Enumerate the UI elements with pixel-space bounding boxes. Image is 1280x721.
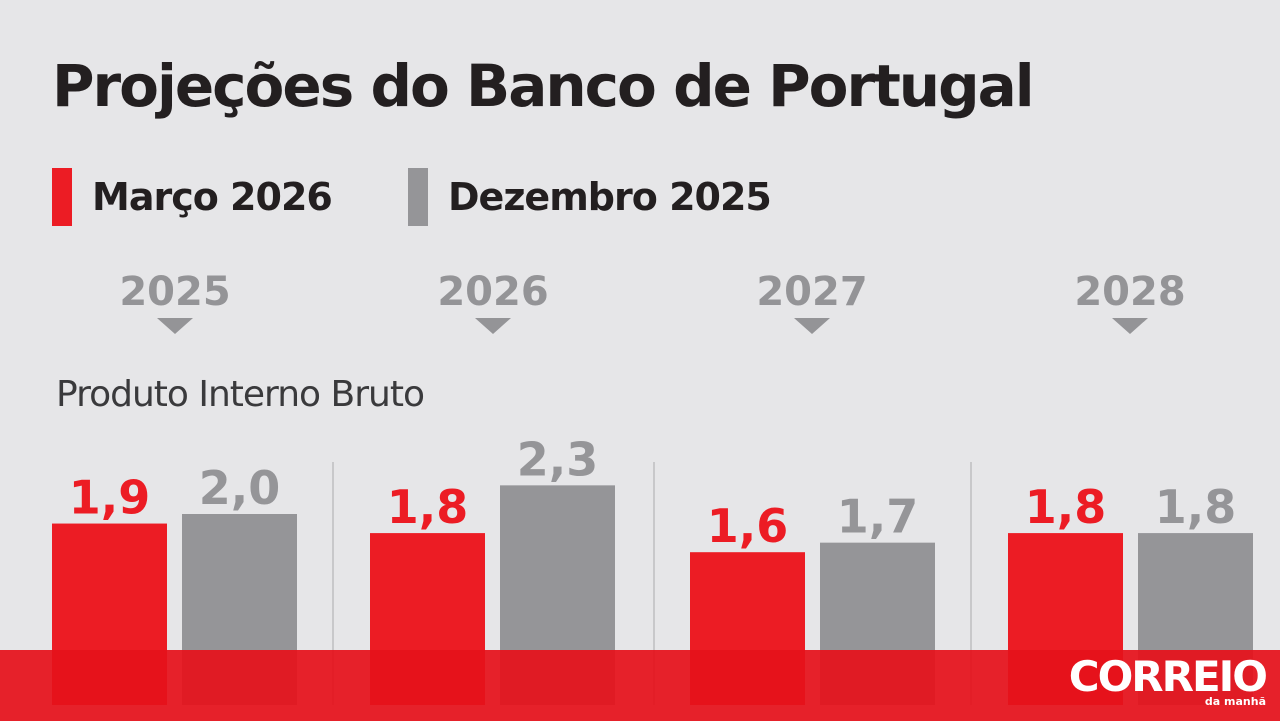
year-header-2025: 2025 xyxy=(75,268,275,334)
down-arrow-icon xyxy=(157,318,193,334)
year-header-2027: 2027 xyxy=(712,268,912,334)
data-label-march-2027: 1,6 xyxy=(707,499,789,553)
data-label-december-2028: 1,8 xyxy=(1155,480,1237,534)
legend-swatch-december xyxy=(408,168,428,226)
data-label-march-2026: 1,8 xyxy=(387,480,469,534)
legend-swatch-march xyxy=(52,168,72,226)
brand-subtitle: da manhã xyxy=(1204,695,1266,708)
year-label: 2027 xyxy=(756,269,868,315)
legend-item-march: Março 2026 xyxy=(52,168,333,226)
footer-band xyxy=(0,650,1280,721)
down-arrow-icon xyxy=(475,318,511,334)
year-label: 2025 xyxy=(119,269,231,315)
metric-label: Produto Interno Bruto xyxy=(56,374,425,415)
chart-title: Projeções do Banco de Portugal xyxy=(52,52,1035,120)
brand-name: CORREIO xyxy=(1068,652,1268,701)
year-header-2028: 2028 xyxy=(1030,268,1230,334)
data-label-december-2026: 2,3 xyxy=(517,432,599,486)
data-label-march-2025: 1,9 xyxy=(69,471,151,525)
data-label-december-2027: 1,7 xyxy=(837,490,919,544)
down-arrow-icon xyxy=(794,318,830,334)
year-label: 2028 xyxy=(1074,269,1186,315)
year-label: 2026 xyxy=(437,269,549,315)
legend-item-december: Dezembro 2025 xyxy=(408,168,772,226)
data-label-march-2028: 1,8 xyxy=(1025,480,1107,534)
data-label-december-2025: 2,0 xyxy=(199,461,281,515)
brand-logo[interactable]: CORREIO da manhã xyxy=(1068,652,1268,708)
year-header-2026: 2026 xyxy=(393,268,593,334)
legend-label-march: Março 2026 xyxy=(92,175,333,219)
down-arrow-icon xyxy=(1112,318,1148,334)
legend-label-december: Dezembro 2025 xyxy=(448,175,772,219)
